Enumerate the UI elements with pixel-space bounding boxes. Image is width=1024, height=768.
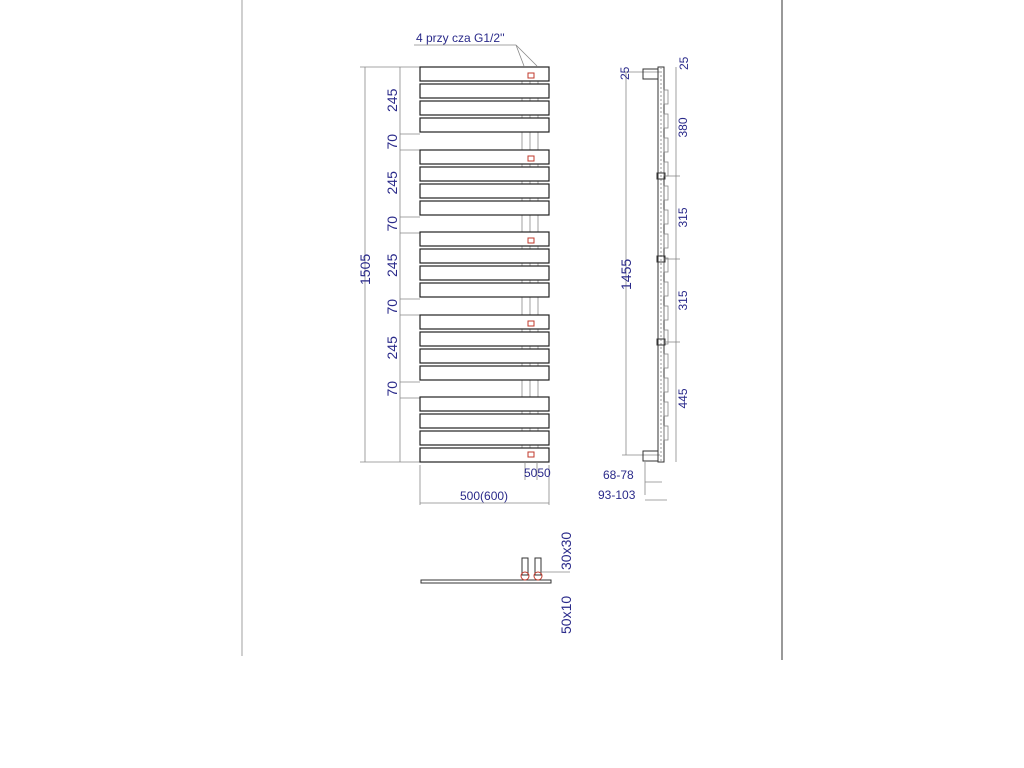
segment-label: 245 xyxy=(384,253,400,277)
side-slat xyxy=(663,401,669,417)
slat xyxy=(419,331,550,347)
connection-marker xyxy=(527,451,535,458)
side-segment-labels: 380 315 315 445 xyxy=(676,117,690,408)
slat xyxy=(419,248,550,264)
slat xyxy=(419,282,550,298)
connection-offset-label: 5050 xyxy=(524,466,551,480)
section-slat xyxy=(420,579,552,584)
side-segment-label: 315 xyxy=(676,207,690,227)
section-collector-1 xyxy=(521,557,529,576)
slat xyxy=(419,200,550,216)
slat xyxy=(419,430,550,446)
connection-marker-2 xyxy=(533,571,543,581)
slat xyxy=(419,447,550,463)
depth-outer-label: 93-103 xyxy=(598,488,636,502)
side-slat xyxy=(663,89,669,105)
slat-size-label: 50x10 xyxy=(558,596,574,634)
side-segment-label: 315 xyxy=(676,290,690,310)
side-slat xyxy=(663,425,669,441)
segment-label: 245 xyxy=(384,171,400,195)
slat xyxy=(419,265,550,281)
bottom-bracket xyxy=(642,450,659,462)
side-slats xyxy=(656,89,680,441)
width-label: 500(600) xyxy=(460,489,508,503)
side-slat xyxy=(663,257,669,273)
section-view: 30x30 50x10 xyxy=(420,532,574,634)
side-slat xyxy=(663,281,669,297)
note-leader-1 xyxy=(515,44,525,67)
segment-label: 70 xyxy=(384,381,400,397)
segment-label: 70 xyxy=(384,216,400,232)
side-top-right-label: 25 xyxy=(677,56,691,70)
side-view: 1455 25 25 380 315 315 445 68-78 93-103 xyxy=(598,56,691,502)
side-slat xyxy=(663,113,669,129)
slat xyxy=(419,166,550,182)
segment-label: 245 xyxy=(384,88,400,112)
connection-marker xyxy=(527,155,535,162)
slat xyxy=(419,314,550,330)
connection-note: 4 przy cza G1/2'' xyxy=(416,31,505,45)
side-top-left-label: 25 xyxy=(618,66,632,80)
slat xyxy=(419,231,550,247)
slat xyxy=(419,348,550,364)
side-segment-label: 445 xyxy=(676,388,690,408)
side-slat xyxy=(663,329,669,345)
slats xyxy=(400,66,550,463)
slat xyxy=(419,66,550,82)
connection-marker xyxy=(527,72,535,79)
note-leader-2 xyxy=(515,44,538,67)
connection-marker xyxy=(527,320,535,327)
height-total-label: 1505 xyxy=(357,254,373,285)
collector-pipes xyxy=(521,67,539,462)
depth-inner-label: 68-78 xyxy=(603,468,634,482)
slat xyxy=(419,365,550,381)
slat xyxy=(419,396,550,412)
side-height-label: 1455 xyxy=(618,259,634,290)
side-slat xyxy=(663,137,669,153)
segment-label: 70 xyxy=(384,134,400,150)
side-slat xyxy=(663,353,669,369)
slat xyxy=(419,117,550,133)
slat xyxy=(419,149,550,165)
slat xyxy=(419,183,550,199)
slat xyxy=(419,83,550,99)
side-slat xyxy=(663,305,669,321)
segment-label: 70 xyxy=(384,299,400,315)
connection-marker-1 xyxy=(520,571,530,581)
top-bracket xyxy=(642,68,659,80)
side-slat xyxy=(663,185,669,201)
side-slat xyxy=(663,377,669,393)
side-slat xyxy=(663,233,669,249)
front-view: 4 przy cza G1/2'' 1505 24570245702457024… xyxy=(357,31,551,505)
segment-label: 245 xyxy=(384,336,400,360)
section-collector-2 xyxy=(534,557,542,576)
slat xyxy=(419,413,550,429)
side-slat xyxy=(663,209,669,225)
segment-labels: 245 70 245 70 245 70 245 70 xyxy=(384,88,400,396)
connection-marker xyxy=(527,237,535,244)
side-segment-label: 380 xyxy=(676,117,690,137)
collector-size-label: 30x30 xyxy=(558,532,574,570)
slat xyxy=(419,100,550,116)
